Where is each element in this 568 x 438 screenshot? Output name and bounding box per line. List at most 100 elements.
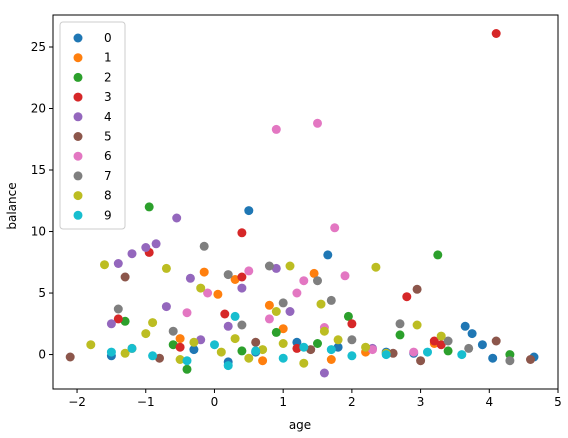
data-point-series-7 [464,343,474,353]
data-point-series-7 [443,336,453,346]
data-point-series-3 [237,228,247,238]
legend-label-6: 6 [104,149,112,163]
data-point-series-2 [433,250,443,260]
legend-marker-8 [73,191,83,201]
data-point-series-4 [285,307,295,316]
data-point-series-1 [278,324,288,334]
data-point-series-2 [343,311,353,321]
data-point-series-2 [313,339,322,348]
data-point-series-2 [443,346,453,356]
data-point-series-2 [168,340,178,350]
y-tick-label: 15 [31,163,46,177]
data-point-series-6 [271,124,281,134]
data-point-series-6 [340,271,350,281]
data-point-series-3 [292,343,302,353]
data-point-series-4 [223,321,233,331]
data-point-series-4 [185,273,195,283]
legend-marker-4 [73,112,83,122]
data-point-series-8 [120,348,130,358]
data-point-series-7 [505,356,515,366]
legend-marker-2 [73,72,83,82]
points-layer [65,29,539,378]
x-tick-label: 1 [279,395,287,409]
data-point-series-7 [199,241,209,251]
data-point-series-4 [106,319,116,329]
data-point-series-7 [326,295,336,305]
data-point-series-8 [196,283,206,293]
data-point-series-4 [172,213,182,223]
data-point-series-9 [106,347,116,357]
data-point-series-0 [323,250,333,260]
legend-label-9: 9 [104,208,112,222]
x-tick-label: 2 [348,395,356,409]
x-tick-label: 0 [211,395,219,409]
data-point-series-3 [220,309,230,319]
data-point-series-4 [113,259,123,268]
data-point-series-7 [237,320,247,330]
data-point-series-7 [113,304,123,314]
data-point-series-9 [299,342,309,352]
x-tick-label: 5 [554,395,562,409]
data-point-series-6 [292,288,302,298]
data-point-series-5 [120,272,130,282]
data-point-series-5 [491,336,501,346]
data-point-series-7 [264,261,274,271]
data-point-series-9 [182,356,192,366]
data-point-series-4 [151,239,161,249]
data-point-series-6 [203,288,213,298]
data-point-series-7 [347,335,357,345]
data-point-series-8 [319,326,329,336]
data-point-series-7 [278,298,288,308]
data-point-series-5 [416,356,426,366]
data-point-series-8 [285,261,295,271]
data-point-series-9 [381,350,391,360]
data-point-series-8 [230,334,240,344]
data-point-series-5 [306,345,316,355]
data-point-series-9 [210,340,219,350]
data-point-series-0 [189,345,199,355]
y-tick-label: 5 [38,286,46,300]
legend-label-1: 1 [104,51,112,65]
data-point-series-6 [368,345,377,355]
y-tick-label: 25 [31,40,46,54]
x-tick-label: −2 [68,395,86,409]
data-point-series-7 [168,326,178,336]
legend-marker-5 [73,132,83,141]
x-tick-label: −1 [137,395,155,409]
data-point-series-5 [526,355,535,364]
data-point-series-8 [141,329,151,339]
data-point-series-4 [319,368,329,378]
data-point-series-6 [299,276,309,286]
data-point-series-8 [244,353,254,363]
data-point-series-8 [148,318,158,328]
data-point-series-2 [144,202,154,212]
legend-marker-1 [73,53,83,63]
data-point-series-1 [326,355,336,364]
data-point-series-4 [237,283,247,293]
x-tick-label: 4 [485,395,493,409]
legend-label-2: 2 [104,70,112,84]
legend-box [59,21,126,230]
legend-marker-6 [73,151,83,161]
data-point-series-2 [120,316,130,326]
data-point-series-9 [127,343,137,353]
data-point-series-8 [175,355,185,364]
data-point-series-5 [155,353,164,363]
data-point-series-1 [199,267,209,277]
data-point-series-9 [278,353,288,363]
data-point-series-8 [333,335,343,345]
data-point-series-8 [271,307,281,316]
y-axis-label: balance [5,182,19,229]
legend-label-5: 5 [104,130,112,144]
data-point-series-7 [223,270,233,280]
data-point-series-4 [271,263,281,273]
data-point-series-2 [271,327,281,337]
data-point-series-3 [402,292,412,302]
data-point-series-3 [175,342,185,352]
legend-label-4: 4 [104,110,112,124]
data-point-series-9 [423,347,432,357]
data-point-series-1 [309,268,319,278]
data-point-series-5 [65,352,75,362]
